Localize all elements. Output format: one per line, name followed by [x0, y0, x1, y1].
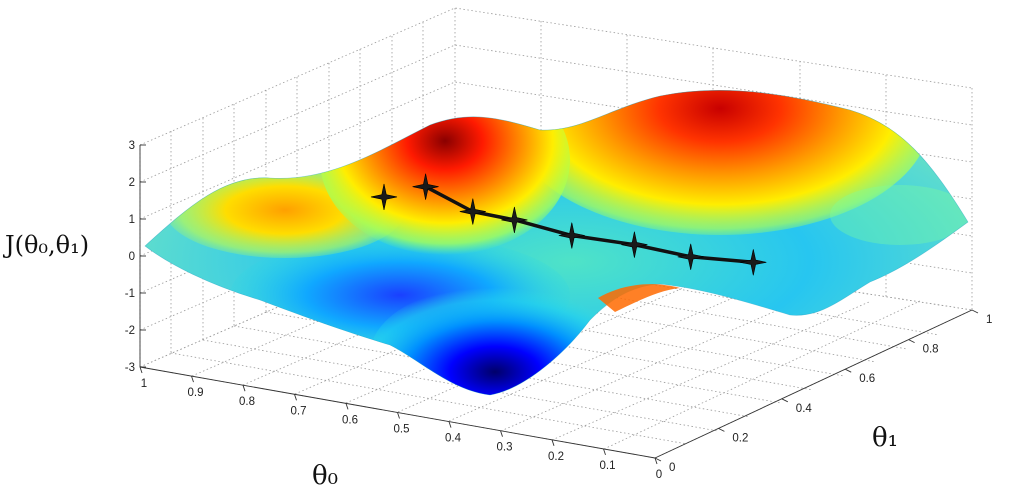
- theta1-tick-mark: [654, 457, 662, 462]
- theta1-tick-label: 0.8: [923, 344, 939, 356]
- theta0-tick-mark: [500, 430, 503, 437]
- theta0-tick-label: 0.7: [291, 405, 307, 417]
- theta1-tick-mark: [844, 368, 852, 373]
- theta0-tick-mark: [603, 448, 606, 456]
- descent-step-marker: [677, 243, 704, 270]
- theta0-tick-label: 0.9: [188, 387, 204, 399]
- z-tick-label: -3: [125, 362, 135, 374]
- theta1-tick-mark: [971, 309, 979, 314]
- theta1-tick-label: 0: [669, 462, 675, 474]
- z-tick-label: 2: [129, 177, 135, 189]
- theta0-tick-mark: [242, 385, 246, 392]
- theta1-tick-mark: [908, 339, 915, 344]
- z-tick-label: 1: [129, 214, 135, 226]
- theta1-axis-label: θ₁: [872, 423, 898, 453]
- surface-edge: [144, 90, 969, 396]
- z-tick-label: -1: [125, 288, 135, 300]
- descent-step-marker: [558, 222, 585, 249]
- surface-fold: [598, 284, 680, 312]
- theta0-tick-mark: [397, 412, 400, 419]
- theta1-tick-label: 0.6: [859, 373, 875, 385]
- theta0-tick-label: 0.4: [445, 433, 462, 445]
- theta0-tick-mark: [654, 457, 658, 465]
- theta0-tick-label: 0.6: [342, 414, 358, 426]
- theta0-tick-label: 0: [656, 469, 662, 481]
- theta1-tick-mark: [781, 398, 789, 403]
- descent-step-marker: [412, 173, 439, 200]
- theta0-tick-mark: [191, 375, 194, 383]
- z-tick-label: -2: [125, 325, 135, 337]
- theta1-tick-label: 1: [986, 314, 992, 326]
- z-tick-label: 0: [129, 251, 135, 263]
- theta0-tick-mark: [448, 421, 452, 428]
- theta0-tick-label: 1: [141, 378, 147, 390]
- theta0-tick-label: 0.1: [600, 460, 616, 472]
- descent-step-marker: [501, 206, 528, 233]
- theta0-axis-label: θ₀: [312, 461, 338, 491]
- theta0-axis-ticks: 1 0.9 0.8 0.7 0.6 0.5 0.4 0.3 0.2 0.1 0: [139, 366, 662, 481]
- theta1-tick-mark: [718, 427, 725, 432]
- descent-step-marker: [459, 198, 486, 225]
- z-axis-label: J(θ₀,θ₁): [2, 231, 89, 259]
- theta0-tick-label: 0.5: [394, 424, 410, 436]
- theta0-tick-label: 0.2: [548, 451, 564, 463]
- descent-step-marker: [621, 231, 648, 258]
- theta0-tick-mark: [294, 394, 297, 401]
- z-tick-label: 3: [129, 140, 135, 152]
- theta0-tick-mark: [551, 439, 555, 446]
- theta1-tick-label: 0.4: [796, 403, 813, 415]
- theta0-tick-mark: [139, 366, 143, 374]
- descent-step-marker: [370, 183, 398, 210]
- theta1-axis-ticks: 0 0.2 0.4 0.6 0.8 1: [654, 309, 992, 474]
- descent-path: [370, 173, 767, 276]
- descent-step-marker: [740, 249, 767, 276]
- cost-surface: [145, 90, 968, 396]
- theta1-tick-label: 0.2: [732, 432, 748, 444]
- theta0-tick-mark: [345, 403, 349, 410]
- theta0-tick-label: 0.3: [497, 442, 513, 454]
- z-axis-ticks: 3 2 1 0 -1 -2 -3: [125, 140, 146, 374]
- theta0-tick-label: 0.8: [239, 396, 255, 408]
